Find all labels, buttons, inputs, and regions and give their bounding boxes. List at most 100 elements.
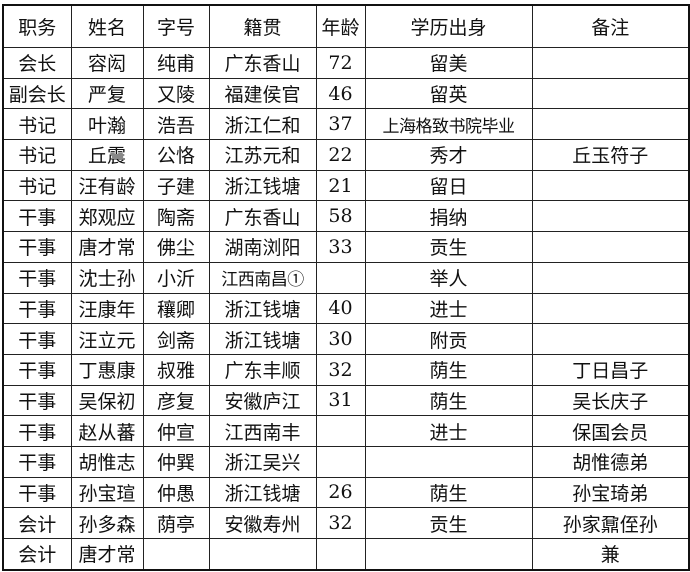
table-row: 干事 唐才常 佛尘 湖南浏阳 33 贡生 (2, 231, 690, 263)
cell-education: 举人 (364, 261, 533, 294)
cell-native-place: 浙江仁和 (208, 108, 317, 141)
cell-age: 46 (315, 77, 366, 110)
cell-courtesy-name: 公恪 (142, 139, 210, 171)
table-row: 干事 汪康年 穰卿 浙江钱塘 40 进士 (2, 292, 690, 325)
cell-name: 汪康年 (70, 292, 144, 325)
cell-remarks: 吴长庆子 (531, 384, 690, 417)
cell-position: 干事 (2, 323, 72, 355)
cell-native-place: 浙江钱塘 (208, 292, 317, 325)
header-education: 学历出身 (364, 4, 533, 48)
cell-position: 书记 (2, 169, 72, 202)
cell-age: 72 (315, 47, 366, 79)
cell-position: 干事 (2, 415, 72, 447)
table-row: 书记 汪有龄 子建 浙江钱塘 21 留日 (2, 169, 690, 202)
table-row: 干事 胡惟志 仲巽 浙江吴兴 胡惟德弟 (2, 445, 690, 478)
cell-name: 丘震 (70, 139, 144, 171)
header-row: 职务 姓名 字号 籍贯 年龄 学历出身 备注 (2, 4, 690, 48)
cell-age: 37 (315, 108, 366, 141)
header-courtesy-name: 字号 (142, 4, 210, 48)
cell-remarks: 孙家鼐侄孙 (531, 507, 690, 539)
cell-age: 58 (315, 200, 366, 233)
cell-education: 附贡 (364, 323, 533, 355)
cell-age (315, 261, 366, 294)
cell-name: 叶瀚 (70, 108, 144, 141)
table-row: 副会长 严复 又陵 福建侯官 46 留英 (2, 77, 690, 110)
cell-native-place: 浙江吴兴 (208, 445, 317, 478)
cell-name: 唐才常 (70, 231, 144, 263)
cell-name: 孙多森 (70, 507, 144, 539)
cell-native-place: 广东香山 (208, 47, 317, 79)
header-name: 姓名 (70, 4, 144, 48)
cell-courtesy-name: 陶斋 (142, 200, 210, 233)
cell-remarks: 丘玉符子 (531, 139, 690, 171)
cell-remarks: 保国会员 (531, 415, 690, 447)
cell-age: 30 (315, 323, 366, 355)
cell-age: 22 (315, 139, 366, 171)
cell-native-place: 浙江钱塘 (208, 169, 317, 202)
cell-name: 吴保初 (70, 384, 144, 417)
cell-position: 会计 (2, 537, 72, 571)
cell-courtesy-name: 浩吾 (142, 108, 210, 141)
cell-age: 31 (315, 384, 366, 417)
cell-education: 进士 (364, 415, 533, 447)
cell-courtesy-name: 仲巽 (142, 445, 210, 478)
cell-native-place: 广东丰顺 (208, 353, 317, 386)
cell-remarks (531, 47, 690, 79)
cell-age: 32 (315, 507, 366, 539)
cell-name: 丁惠康 (70, 353, 144, 386)
table-row: 干事 赵从蕃 仲宣 江西南丰 进士 保国会员 (2, 415, 690, 447)
cell-courtesy-name: 子建 (142, 169, 210, 202)
header-age: 年龄 (315, 4, 366, 48)
cell-education: 上海格致书院毕业 (364, 108, 533, 141)
cell-position: 干事 (2, 476, 72, 509)
cell-position: 干事 (2, 292, 72, 325)
table-row: 干事 沈士孙 小沂 江西南昌① 举人 (2, 261, 690, 294)
cell-education: 贡生 (364, 507, 533, 539)
cell-remarks: 兼 (531, 537, 690, 571)
cell-age (315, 445, 366, 478)
cell-native-place: 浙江钱塘 (208, 476, 317, 509)
cell-courtesy-name: 纯甫 (142, 47, 210, 79)
cell-native-place: 江西南丰 (208, 415, 317, 447)
cell-education: 荫生 (364, 353, 533, 386)
cell-name: 严复 (70, 77, 144, 110)
table-row: 会计 孙多森 荫亭 安徽寿州 32 贡生 孙家鼐侄孙 (2, 507, 690, 539)
cell-education (364, 445, 533, 478)
table-row: 干事 吴保初 彦复 安徽庐江 31 荫生 吴长庆子 (2, 384, 690, 417)
cell-courtesy-name: 小沂 (142, 261, 210, 294)
cell-remarks: 孙宝琦弟 (531, 476, 690, 509)
cell-native-place: 福建侯官 (208, 77, 317, 110)
cell-courtesy-name: 仲宣 (142, 415, 210, 447)
cell-courtesy-name: 剑斋 (142, 323, 210, 355)
header-remarks: 备注 (531, 4, 690, 48)
cell-remarks: 丁日昌子 (531, 353, 690, 386)
cell-name: 汪有龄 (70, 169, 144, 202)
cell-native-place (208, 537, 317, 571)
cell-education: 荫生 (364, 384, 533, 417)
cell-courtesy-name (142, 537, 210, 571)
cell-position: 书记 (2, 139, 72, 171)
cell-age: 33 (315, 231, 366, 263)
cell-position: 干事 (2, 384, 72, 417)
cell-name: 汪立元 (70, 323, 144, 355)
cell-remarks (531, 169, 690, 202)
cell-position: 副会长 (2, 77, 72, 110)
table-row: 干事 汪立元 剑斋 浙江钱塘 30 附贡 (2, 323, 690, 355)
header-native-place: 籍贯 (208, 4, 317, 48)
cell-courtesy-name: 佛尘 (142, 231, 210, 263)
cell-courtesy-name: 叔雅 (142, 353, 210, 386)
cell-position: 干事 (2, 261, 72, 294)
header-position: 职务 (2, 4, 72, 48)
cell-remarks (531, 231, 690, 263)
cell-position: 干事 (2, 200, 72, 233)
cell-education: 留美 (364, 47, 533, 79)
cell-name: 容闳 (70, 47, 144, 79)
cell-native-place: 江西南昌① (208, 261, 317, 294)
cell-education: 荫生 (364, 476, 533, 509)
cell-native-place: 江苏元和 (208, 139, 317, 171)
cell-position: 会计 (2, 507, 72, 539)
cell-name: 胡惟志 (70, 445, 144, 478)
table-row: 书记 叶瀚 浩吾 浙江仁和 37 上海格致书院毕业 (2, 108, 690, 141)
cell-remarks (531, 323, 690, 355)
cell-education: 秀才 (364, 139, 533, 171)
